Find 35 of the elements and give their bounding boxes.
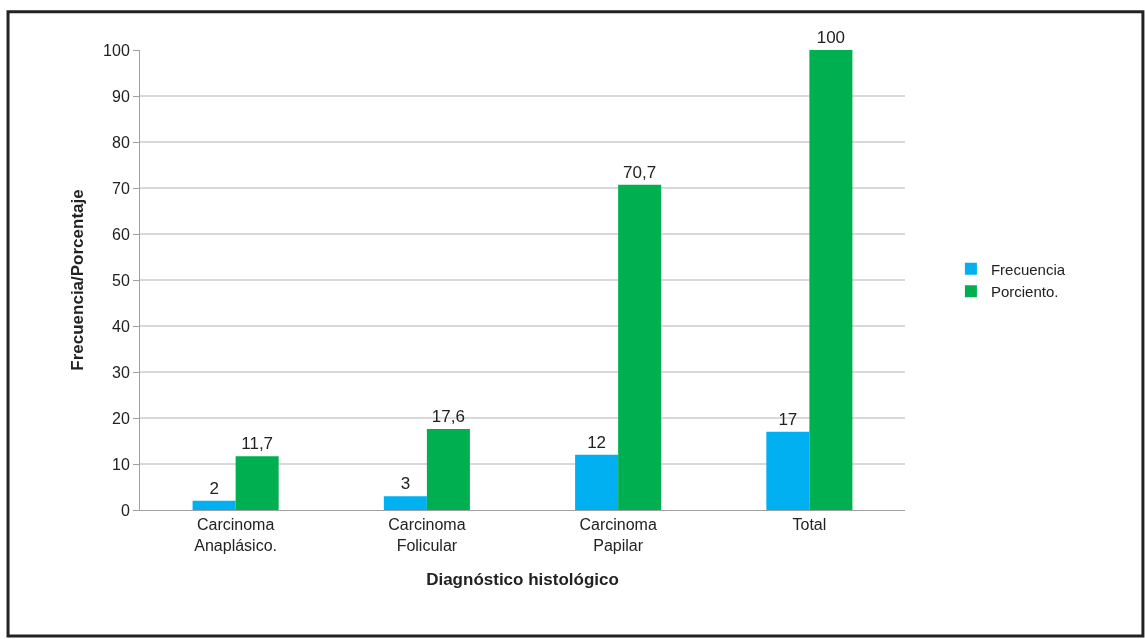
y-tick-label: 100 [103, 41, 130, 59]
data-label: 100 [816, 28, 846, 47]
bar [618, 184, 662, 510]
bar [575, 454, 619, 510]
data-label: 11,7 [241, 434, 274, 454]
bar [809, 50, 853, 510]
y-tick-label: 50 [112, 271, 130, 289]
y-tick-label: 80 [112, 133, 130, 151]
legend-label: Frecuencia [990, 260, 1066, 278]
legend-label: Porciento. [990, 283, 1059, 301]
x-tick-label: Carcinoma Folicular [388, 516, 466, 554]
bar [192, 500, 236, 510]
x-axis-title: Diagnóstico histológico [426, 570, 619, 590]
y-tick-label: 40 [112, 317, 130, 335]
data-label: 70,7 [623, 162, 657, 182]
y-tick-label: 60 [112, 225, 130, 243]
bar [426, 429, 470, 510]
x-tick-label: Total [792, 516, 827, 534]
data-label: 3 [400, 474, 411, 494]
y-tick-label: 0 [120, 501, 130, 519]
y-axis-title: Frecuencia/Porcentaje [67, 189, 87, 371]
data-label: 17 [778, 409, 798, 429]
bar [235, 456, 279, 510]
y-tick-label: 20 [112, 409, 130, 427]
x-tick-label: Carcinoma Anaplásico. [194, 516, 277, 554]
y-tick-label: 90 [112, 87, 130, 105]
y-tick-label: 10 [112, 455, 130, 473]
data-label: 12 [587, 432, 607, 452]
bar [766, 431, 810, 510]
y-tick-label: 30 [112, 363, 130, 381]
bar [383, 496, 427, 510]
data-label: 17,6 [431, 407, 465, 427]
data-label: 2 [209, 478, 219, 498]
x-tick-label: Carcinoma Papilar [579, 516, 657, 554]
y-tick-label: 70 [112, 179, 130, 197]
